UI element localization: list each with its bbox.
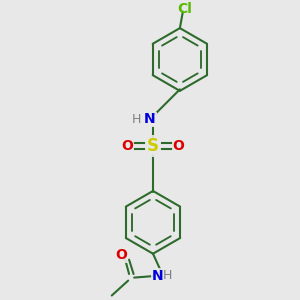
Text: H: H — [163, 269, 172, 282]
Text: Cl: Cl — [177, 2, 192, 16]
Text: S: S — [147, 137, 159, 155]
Text: N: N — [144, 112, 156, 126]
Text: O: O — [116, 248, 127, 262]
Text: H: H — [132, 113, 141, 126]
Text: O: O — [172, 139, 184, 153]
Text: O: O — [122, 139, 134, 153]
Text: N: N — [152, 268, 163, 283]
